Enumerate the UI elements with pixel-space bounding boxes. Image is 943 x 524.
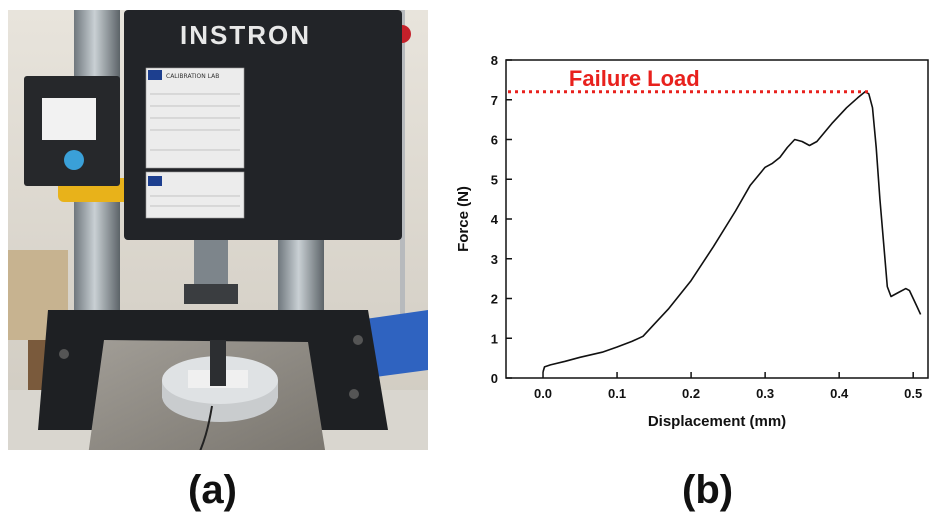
actuator-rod [194,240,228,290]
y-tick-label: 0 [491,371,498,386]
calibration-sticker: CALIBRATION LAB [145,67,245,219]
brand-logo: INSTRON [180,20,311,50]
svg-text:CALIBRATION LAB: CALIBRATION LAB [166,73,219,80]
y-tick-label: 4 [491,212,499,227]
testing-machine-photo: INSTRON CALIBRATION LAB [8,10,428,450]
y-tick-label: 8 [491,53,498,68]
controller-indicator-icon [64,150,84,170]
plot-frame [505,59,929,379]
y-tick-label: 2 [491,292,498,307]
y-tick-label: 6 [491,133,498,148]
x-tick-label: 0.0 [534,386,552,401]
y-axis-label: Force (N) [455,186,472,252]
x-tick-label: 0.2 [682,386,700,401]
failure-load-label: Failure Load [569,66,700,91]
force-displacement-chart: 0.0 0.1 0.2 0.3 0.4 0.5 0 1 2 3 4 5 6 7 8 Failure Load… [455,53,929,430]
y-tick-label: 1 [491,331,498,346]
x-tick-label: 0.5 [904,386,922,401]
y-tick-label: 3 [491,252,498,267]
panel-label-a: (a) [188,468,237,512]
y-tick-label: 7 [491,93,498,108]
y-tick-label: 5 [491,172,498,187]
x-axis-label: Displacement (mm) [648,413,786,430]
x-tick-label: 0.1 [608,386,626,401]
force-curve [542,91,922,373]
x-tick-label: 0.4 [830,386,849,401]
panel-label-b: (b) [682,468,734,512]
x-tick-label: 0.3 [756,386,774,401]
